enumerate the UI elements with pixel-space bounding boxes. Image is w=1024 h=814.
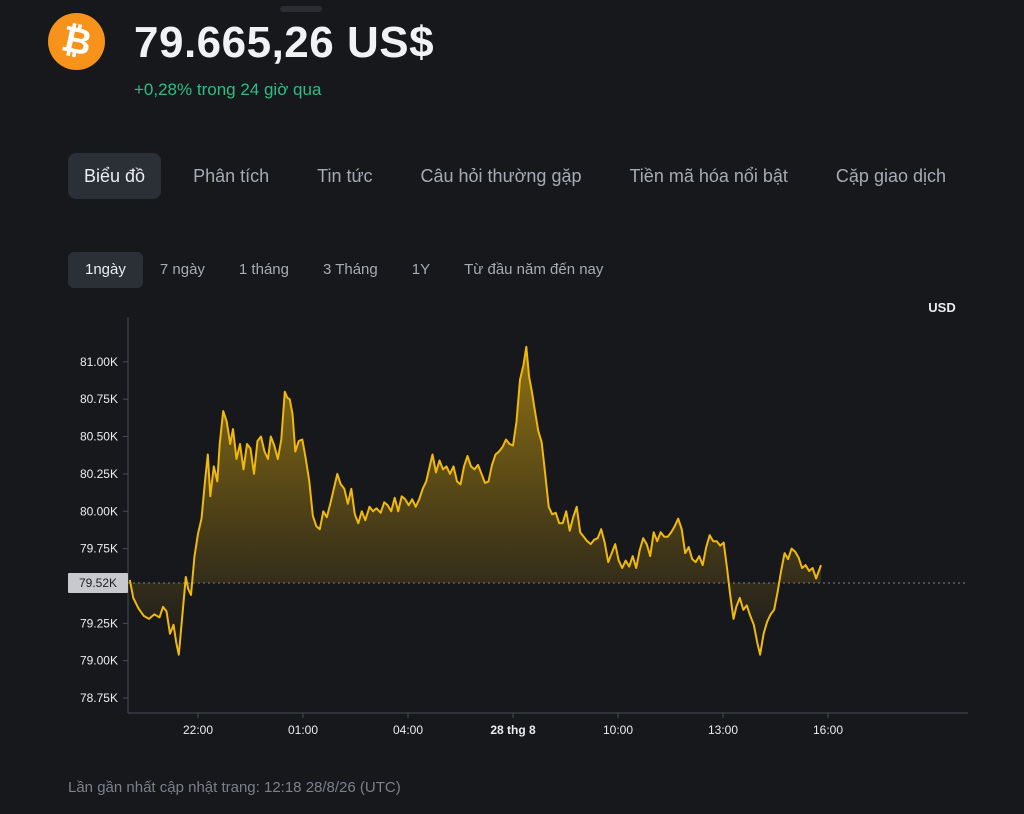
y-tick-label: 80.50K — [80, 430, 118, 444]
x-tick-label: 16:00 — [813, 723, 843, 737]
tab-news[interactable]: Tin tức — [317, 166, 373, 186]
range-1m[interactable]: 1 tháng — [238, 261, 289, 278]
time-range-selector: 1ngày 7 ngày 1 tháng 3 Tháng 1Y Từ đầu n… — [68, 252, 620, 288]
x-tick-label: 13:00 — [708, 723, 738, 737]
x-tick-label: 22:00 — [183, 723, 213, 737]
x-tick-label: 10:00 — [603, 723, 633, 737]
tab-trading-pairs[interactable]: Cặp giao dịch — [835, 166, 946, 186]
currency-label: USD — [928, 300, 955, 315]
price-line — [128, 345, 822, 656]
tab-chart[interactable]: Biểu đồ — [68, 153, 162, 199]
price-value: 79.665,26 US$ — [134, 18, 435, 67]
y-tick-label: 79.00K — [80, 654, 118, 668]
range-7d[interactable]: 7 ngày — [159, 261, 205, 278]
price-area-fill — [129, 346, 822, 655]
y-tick-label: 79.75K — [80, 542, 118, 556]
y-tick-label: 78.75K — [80, 691, 118, 705]
range-ytd[interactable]: Từ đầu năm đến nay — [464, 261, 604, 278]
range-1y[interactable]: 1Y — [411, 261, 431, 278]
drag-handle[interactable] — [280, 6, 322, 12]
tab-faq[interactable]: Câu hỏi thường gặp — [420, 166, 582, 186]
bitcoin-logo-icon: ₿ — [48, 13, 105, 70]
y-tick-label: 80.25K — [80, 467, 118, 481]
x-tick-label: 04:00 — [393, 723, 423, 737]
range-1d[interactable]: 1ngày — [68, 252, 143, 288]
last-updated-text: Lần gần nhất cập nhật trang: 12:18 28/8/… — [68, 779, 401, 796]
tab-featured-crypto[interactable]: Tiền mã hóa nổi bật — [629, 166, 788, 186]
y-tick-label: 80.75K — [80, 392, 118, 406]
y-tick-label: 79.25K — [80, 616, 118, 630]
baseline-label: 79.52K — [79, 576, 117, 590]
x-tick-label: 28 thg 8 — [490, 723, 536, 737]
baseline-badge — [68, 572, 128, 593]
x-tick-label: 01:00 — [288, 723, 318, 737]
range-3m[interactable]: 3 Tháng — [322, 261, 378, 278]
section-tabs: Biểu đồ Phân tích Tin tức Câu hỏi thường… — [68, 153, 978, 199]
tab-analysis[interactable]: Phân tích — [193, 166, 270, 186]
price-change-24h: +0,28% trong 24 giờ qua — [134, 80, 322, 99]
y-tick-label: 81.00K — [80, 355, 118, 369]
y-tick-label: 80.00K — [80, 504, 118, 518]
